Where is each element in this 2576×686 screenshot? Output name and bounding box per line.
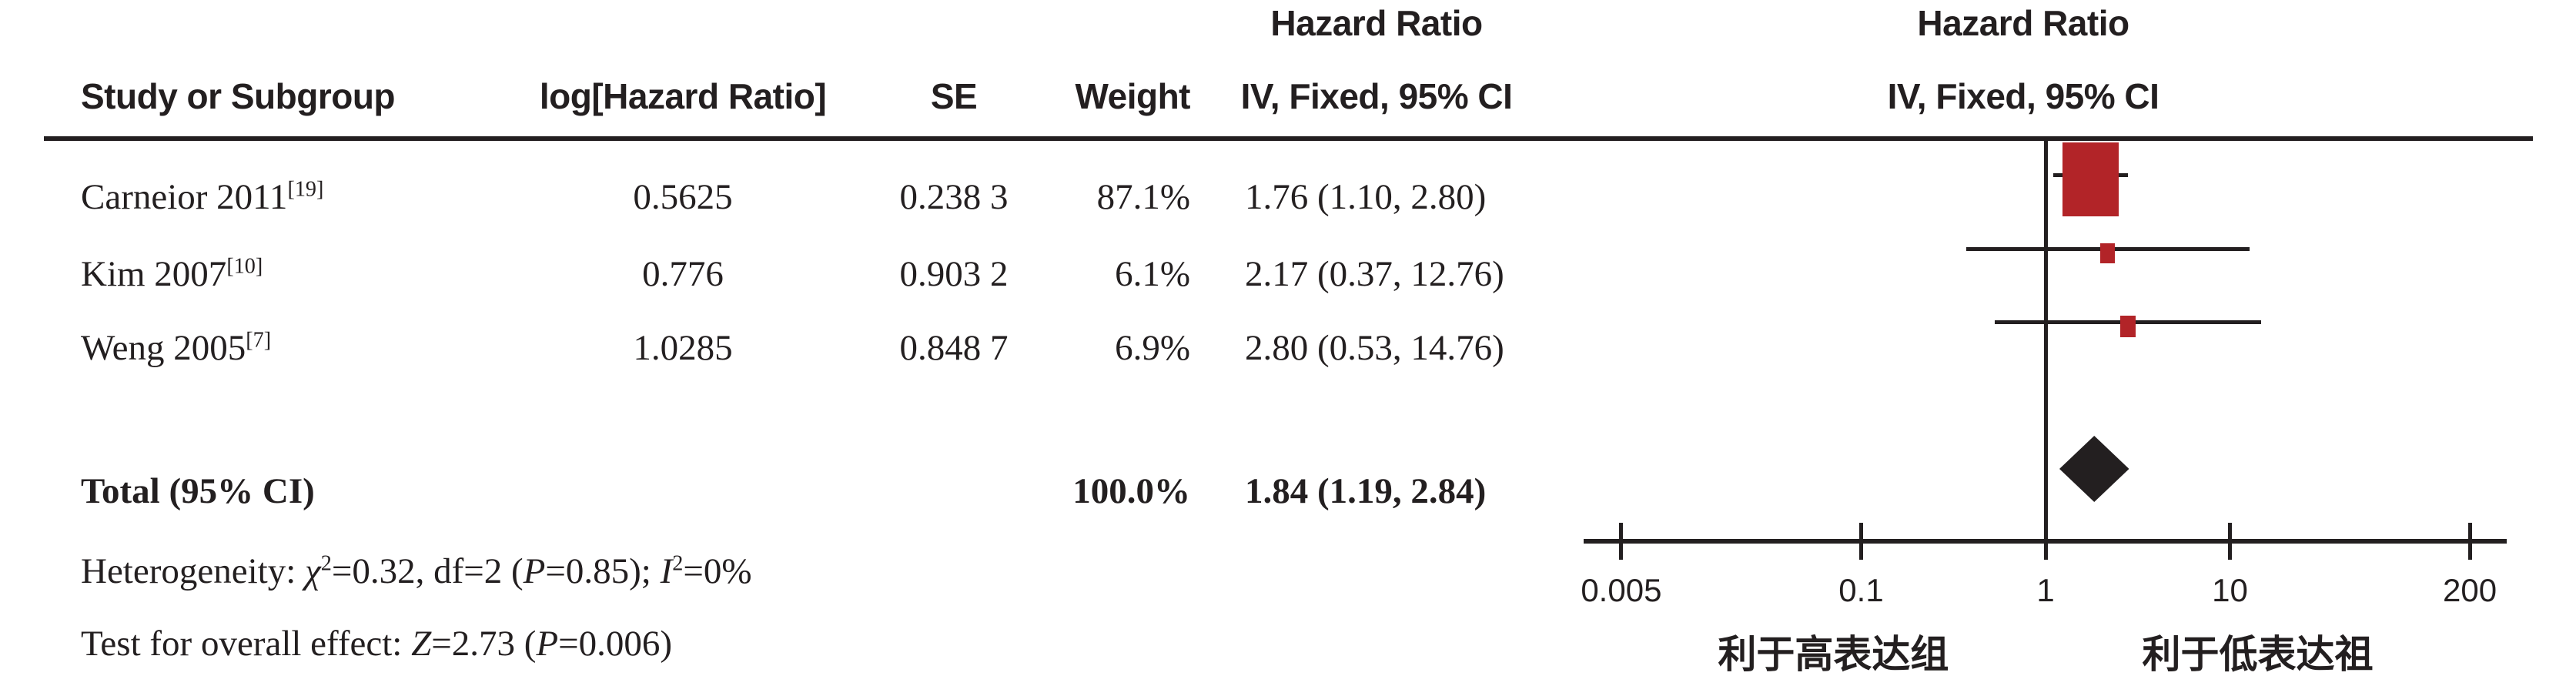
axis-tick [2228, 523, 2232, 560]
header-weight: Weight [1075, 76, 1191, 116]
favours-right-label: 利于低表达祖 [2142, 633, 2374, 676]
reference-superscript: [19] [287, 177, 324, 202]
se-value: 0.848 7 [899, 328, 1009, 368]
log-hr-value: 1.0285 [633, 328, 733, 368]
log-hr-value: 0.5625 [633, 177, 733, 217]
header-hazard-ratio-left: Hazard Ratio [1270, 3, 1483, 43]
axis-tick-label: 0.005 [1581, 572, 1662, 608]
total-ci-text: 1.84 (1.19, 2.84) [1245, 471, 1487, 511]
ci-text: 2.17 (0.37, 12.76) [1245, 254, 1504, 294]
study-label: Kim 2007[10] [81, 254, 263, 294]
axis-tick-label: 0.1 [1838, 572, 1884, 608]
null-effect-line [2043, 139, 2048, 560]
ci-text: 2.80 (0.53, 14.76) [1245, 328, 1504, 368]
se-value: 0.903 2 [899, 254, 1009, 294]
overall-effect-note: Test for overall effect: Z=2.73 (P=0.006… [81, 624, 673, 664]
header-log-hazard-ratio: log[Hazard Ratio] [539, 76, 827, 116]
total-label: Total (95% CI) [81, 471, 315, 511]
study-label: Carneior 2011[19] [81, 177, 324, 217]
header-hazard-ratio-right: Hazard Ratio [1917, 3, 2129, 43]
se-value: 0.238 3 [899, 177, 1009, 217]
axis-tick-label: 200 [2443, 572, 2497, 608]
axis-tick [1859, 523, 1863, 560]
axis-tick [2043, 523, 2048, 560]
favours-left-label: 利于高表达组 [1718, 633, 1949, 676]
header-se: SE [930, 76, 978, 116]
ci-text: 1.76 (1.10, 2.80) [1245, 177, 1487, 217]
weight-value: 6.1% [1115, 254, 1190, 294]
weight-square [2062, 142, 2119, 217]
header-rule [44, 136, 2533, 141]
weight-value: 6.9% [1115, 328, 1190, 368]
log-hr-value: 0.776 [642, 254, 724, 294]
total-diamond [2059, 436, 2129, 502]
axis-tick-label: 1 [2036, 572, 2055, 608]
study-label: Weng 2005[7] [81, 328, 272, 368]
reference-superscript: [10] [226, 254, 263, 279]
weight-square [2099, 243, 2116, 263]
heterogeneity-note: Heterogeneity: χ2=0.32, df=2 (P=0.85); I… [81, 551, 752, 591]
axis-tick [2467, 523, 2472, 560]
header-study-or-subgroup: Study or Subgroup [81, 76, 396, 116]
weight-square [2119, 316, 2136, 337]
header-iv-fixed-ci-right: IV, Fixed, 95% CI [1887, 76, 2159, 116]
total-weight: 100.0% [1072, 471, 1190, 511]
axis-tick-label: 10 [2212, 572, 2248, 608]
header-iv-fixed-ci-left: IV, Fixed, 95% CI [1240, 76, 1513, 116]
weight-value: 87.1% [1096, 177, 1190, 217]
axis-tick [1619, 523, 1624, 560]
reference-superscript: [7] [246, 328, 272, 353]
